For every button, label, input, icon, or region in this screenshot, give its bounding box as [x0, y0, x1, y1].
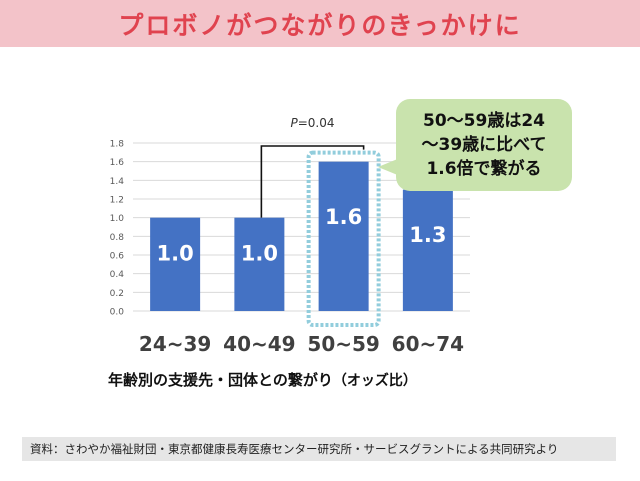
y-tick-label: 0.0 [110, 308, 125, 318]
x-tick-label: 60~74 [392, 332, 464, 356]
callout-line-3: 1.6倍で繋がる [426, 159, 542, 179]
source-footnote: 資料：さわやか福祉財団・東京都健康長寿医療センター研究所・サービスグラントによる… [22, 437, 616, 461]
data-label: 1.6 [325, 205, 362, 229]
y-tick-label: 1.0 [110, 214, 125, 224]
bar [318, 161, 369, 311]
bar [234, 217, 285, 311]
x-axis-title-text: 年齢別の支援先・団体との繋がり [108, 371, 333, 389]
y-tick-label: 1.2 [110, 196, 124, 206]
callout-line-2: ～39歳に比べて [421, 135, 547, 155]
x-axis-title-suffix: （オッズ比） [332, 373, 417, 389]
x-axis-title: 年齢別の支援先・団体との繋がり（オッズ比） [108, 369, 417, 390]
bar [150, 217, 201, 311]
y-tick-label: 0.8 [110, 233, 125, 243]
significance-bracket [260, 145, 365, 218]
callout-box: 50～59歳は24 ～39歳に比べて 1.6倍で繋がる [396, 99, 572, 191]
x-tick-label: 24~39 [139, 332, 211, 356]
callout-line-1: 50～59歳は24 [423, 111, 545, 131]
y-tick-label: 0.2 [110, 289, 124, 299]
x-tick-label: 40~49 [223, 332, 295, 356]
callout-tail [378, 158, 400, 176]
y-tick-label: 1.8 [110, 140, 125, 150]
x-tick-label: 50~59 [307, 332, 379, 356]
data-label: 1.3 [409, 223, 446, 247]
y-tick-label: 1.4 [110, 177, 125, 187]
page-title: プロボノがつながりのきっかけに [118, 10, 522, 40]
data-label: 1.0 [241, 241, 278, 265]
y-tick-label: 1.6 [110, 158, 125, 168]
y-tick-label: 0.4 [110, 270, 125, 280]
p-value-label: P=0.04 [290, 116, 334, 130]
data-label: 1.0 [157, 241, 194, 265]
y-tick-label: 0.6 [110, 252, 125, 262]
bar [402, 189, 453, 311]
highlight-box [306, 150, 381, 327]
title-banner: プロボノがつながりのきっかけに [0, 0, 640, 47]
